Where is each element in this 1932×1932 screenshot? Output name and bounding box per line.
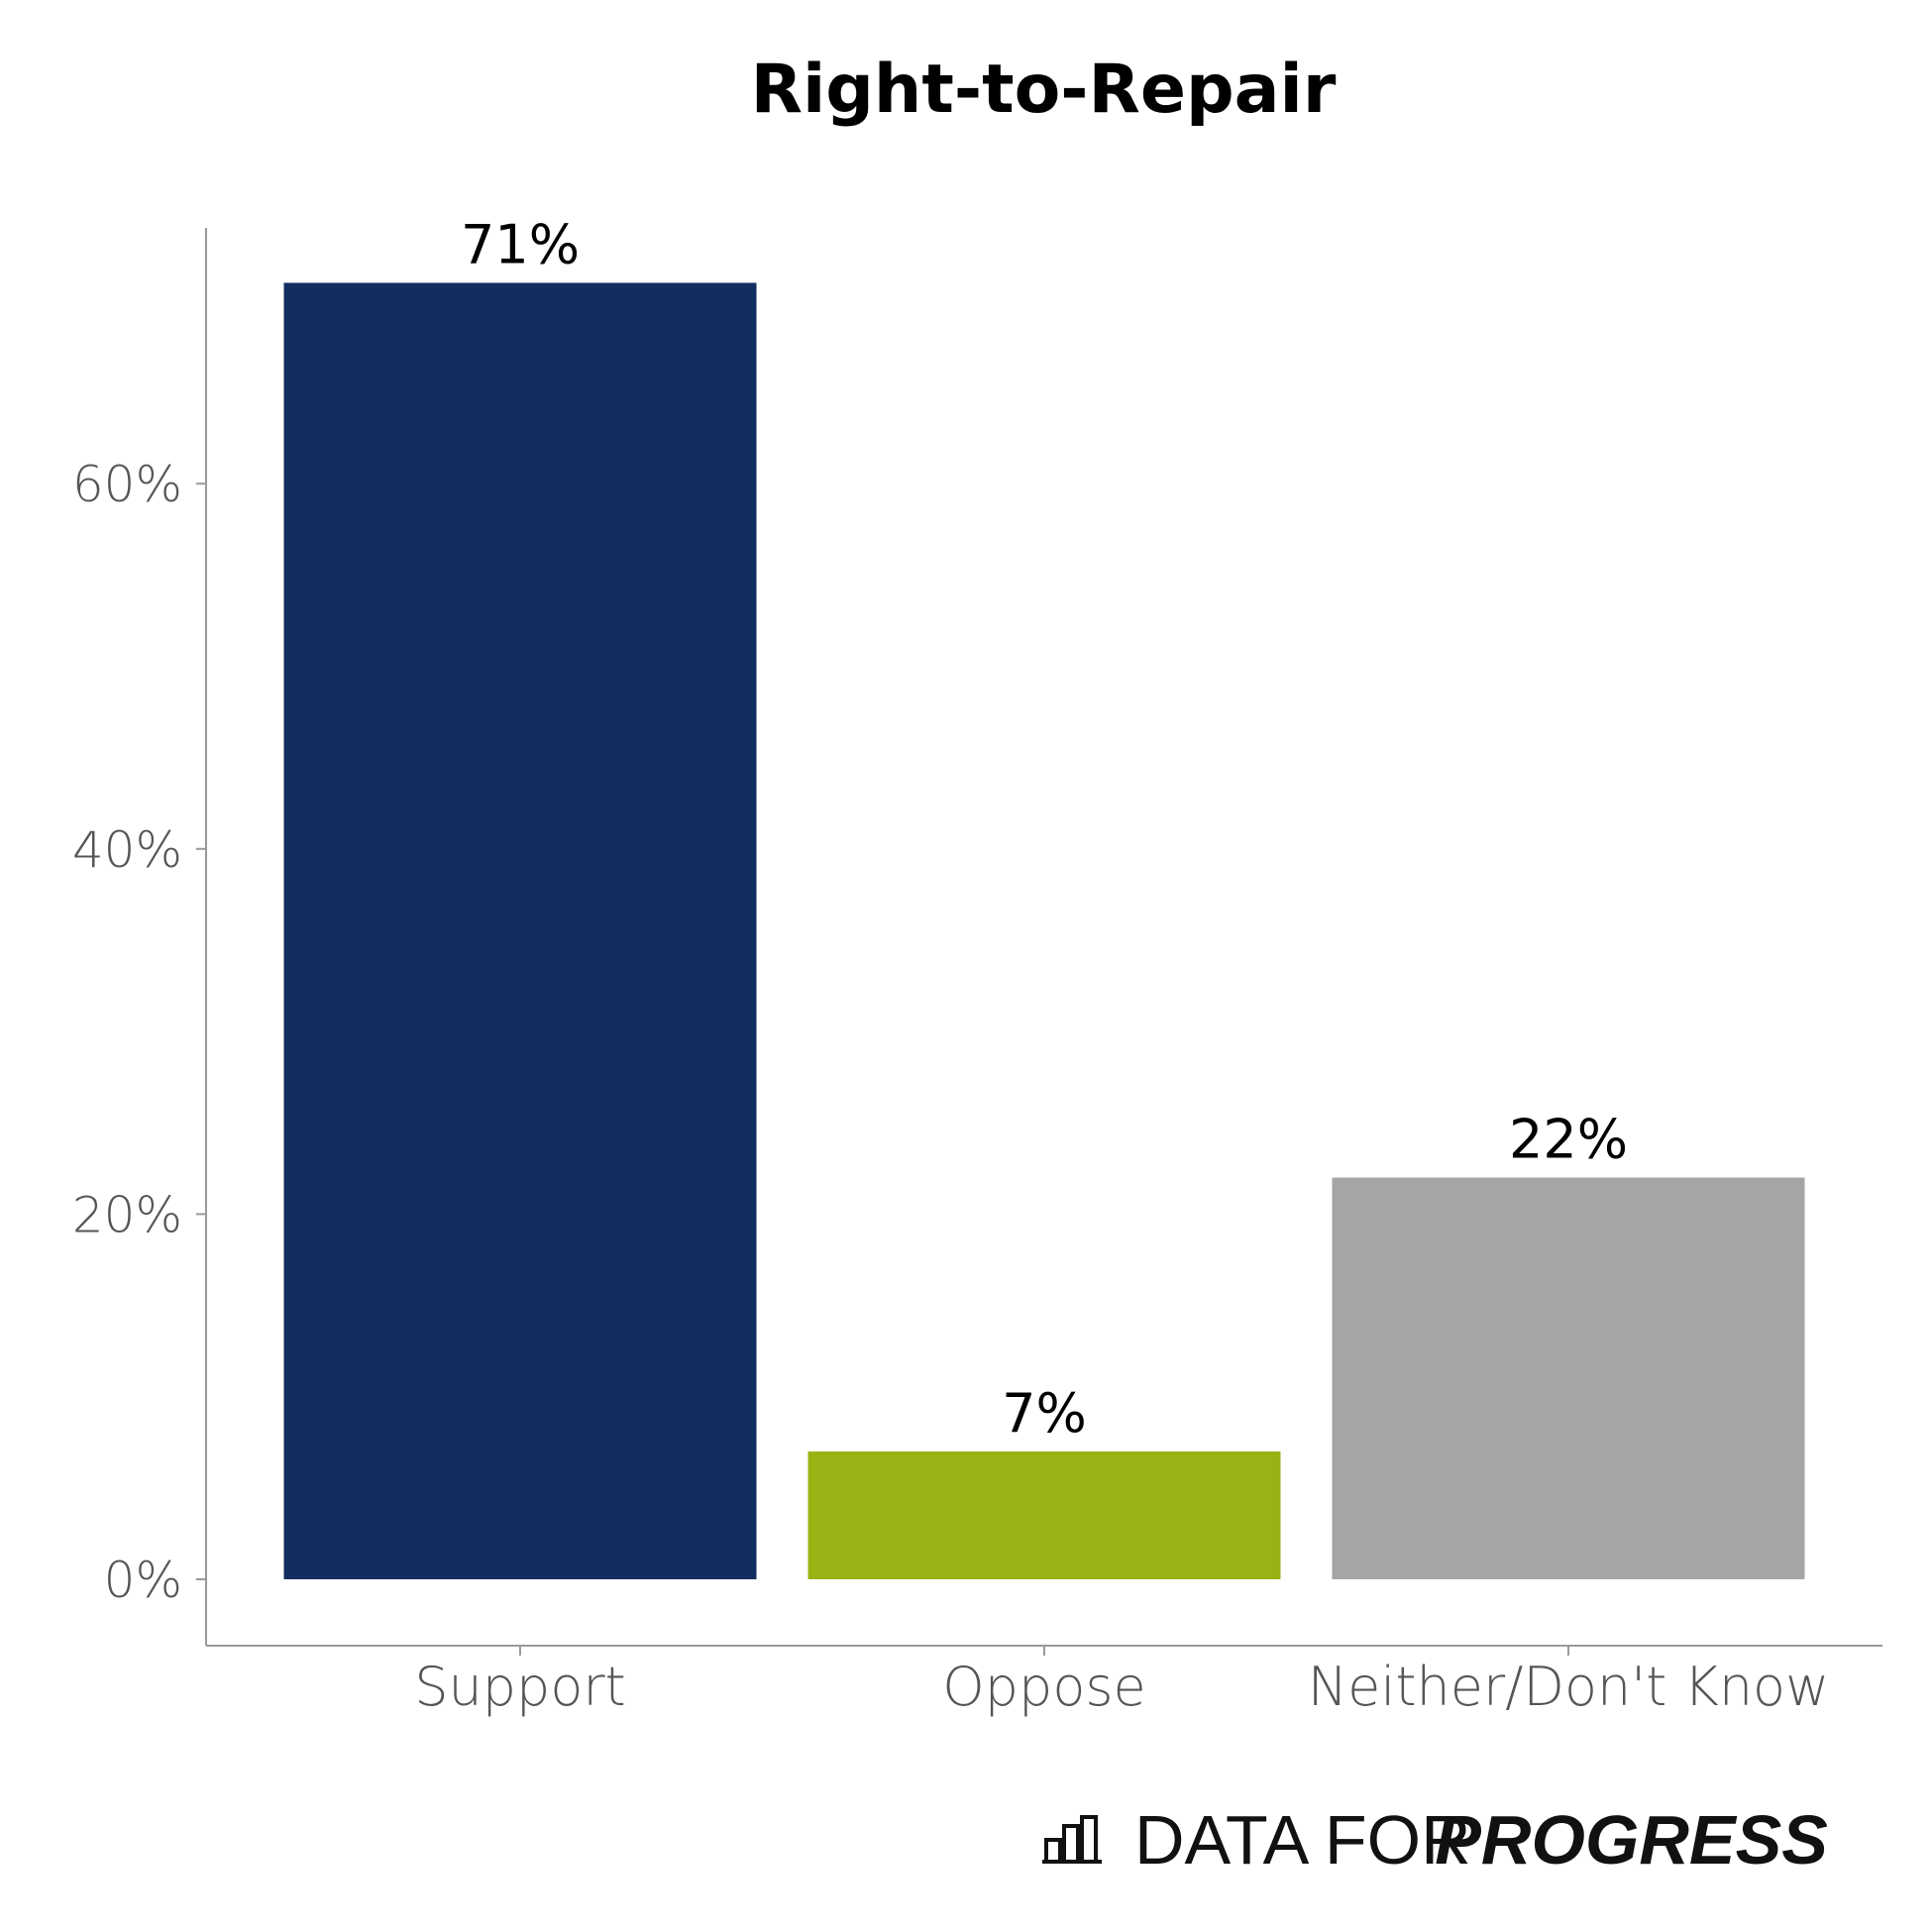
- x-tick-label: Neither/Don't Know: [1308, 1656, 1830, 1718]
- y-tick-label: 0%: [104, 1552, 182, 1609]
- logo-text-bold: PROGRESS: [1435, 1801, 1828, 1878]
- data-label: 71%: [461, 213, 580, 275]
- y-tick-label: 20%: [72, 1186, 182, 1243]
- x-tick-label: Support: [414, 1656, 625, 1718]
- data-labels: 71% 7% 22%: [461, 213, 1628, 1445]
- data-label: 7%: [1002, 1382, 1087, 1445]
- data-for-progress-logo: DATA FOR PROGRESS: [1042, 1801, 1828, 1878]
- chart-title: Right-to-Repair: [751, 51, 1337, 129]
- bars: [283, 282, 1805, 1580]
- bar: [1332, 1177, 1805, 1579]
- bar: [807, 1450, 1281, 1579]
- y-tick-label: 40%: [72, 821, 182, 879]
- x-tick-label: Oppose: [942, 1656, 1145, 1718]
- bar: [283, 282, 757, 1580]
- y-tick-label: 60%: [72, 456, 182, 513]
- x-ticks: Support Oppose Neither/Don't Know: [414, 1646, 1829, 1718]
- data-label: 22%: [1509, 1109, 1628, 1171]
- y-ticks: 0% 20% 40% 60%: [72, 456, 206, 1609]
- logo-text-light: DATA FOR: [1134, 1801, 1471, 1878]
- bar-chart-icon: [1042, 1815, 1102, 1864]
